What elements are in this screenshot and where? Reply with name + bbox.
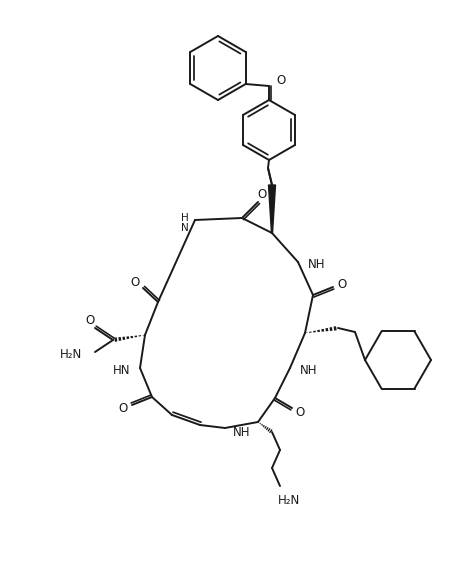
Text: O: O <box>257 189 267 202</box>
Text: NH: NH <box>308 258 325 271</box>
Text: O: O <box>131 276 140 289</box>
Text: NH: NH <box>300 363 318 376</box>
Text: HN: HN <box>113 363 130 376</box>
Text: O: O <box>85 314 94 327</box>
Text: H: H <box>181 213 189 223</box>
Text: N: N <box>181 223 189 233</box>
Polygon shape <box>269 185 275 233</box>
Text: O: O <box>119 402 128 415</box>
Text: H₂N: H₂N <box>60 349 82 362</box>
Text: O: O <box>276 75 286 88</box>
Text: NH: NH <box>233 427 250 440</box>
Text: O: O <box>295 406 305 419</box>
Text: H₂N: H₂N <box>278 493 300 506</box>
Text: O: O <box>338 279 347 292</box>
